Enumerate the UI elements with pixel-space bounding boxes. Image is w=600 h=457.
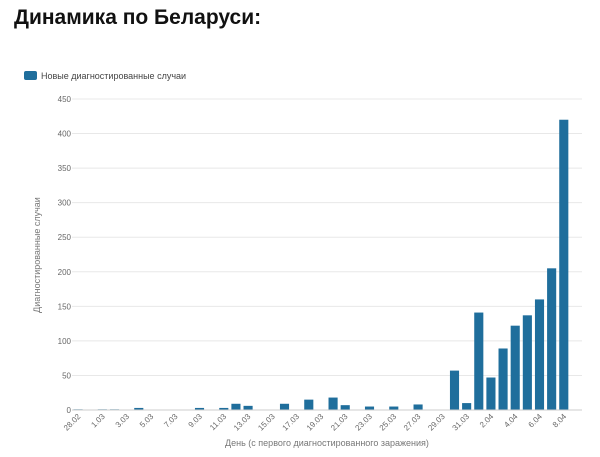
y-tick-label: 400	[58, 130, 72, 139]
bar-1.04[interactable]	[474, 312, 484, 410]
bar-25.03[interactable]	[389, 406, 399, 410]
x-tick-label: 7.03	[162, 412, 180, 430]
gridlines	[72, 98, 582, 376]
page-title: Динамика по Беларуси:	[14, 6, 262, 29]
x-tick-label: 19.03	[305, 412, 326, 433]
x-tick-label: 28.02	[62, 412, 83, 433]
x-tick-label: 6.04	[527, 412, 545, 430]
bar-4.04[interactable]	[510, 325, 520, 410]
y-tick-label: 200	[58, 268, 72, 277]
legend[interactable]: Новые диагностированные случаи	[24, 71, 186, 81]
legend-label: Новые диагностированные случаи	[41, 71, 186, 81]
bar-4.03[interactable]	[134, 407, 144, 410]
x-tick-label: 25.03	[378, 412, 399, 433]
x-tick-label: 1.03	[89, 412, 107, 430]
y-tick-label: 250	[58, 233, 72, 242]
bars	[73, 119, 569, 411]
x-tick-label: 9.03	[187, 412, 205, 430]
x-tick-label: 13.03	[232, 412, 253, 433]
x-tick-label: 5.03	[138, 412, 156, 430]
bar-21.03[interactable]	[340, 405, 350, 410]
bar-7.04[interactable]	[547, 268, 557, 410]
x-tick-label: 11.03	[208, 412, 228, 432]
bar-11.03[interactable]	[219, 407, 229, 410]
x-axis-ticks: 28.02 1.03 3.03 5.03 7.03 9.03 11.03 13.03 15.03…	[62, 412, 569, 433]
legend-swatch	[24, 71, 37, 80]
x-tick-label: 23.03	[353, 412, 374, 433]
bar-2.04[interactable]	[486, 377, 496, 410]
x-tick-label: 21.03	[329, 412, 350, 433]
y-tick-label: 100	[58, 337, 72, 346]
bar-23.03[interactable]	[364, 406, 375, 410]
x-tick-label: 3.03	[114, 412, 132, 430]
x-tick-label: 15.03	[256, 412, 277, 433]
bar-16.03[interactable]	[279, 403, 290, 410]
bar-5.04[interactable]	[522, 315, 532, 410]
bar-6.04[interactable]	[534, 299, 545, 410]
bar-30.03[interactable]	[449, 370, 460, 410]
bar-20.03[interactable]	[328, 397, 338, 410]
bar-12.03[interactable]	[231, 403, 241, 410]
x-tick-label: 27.03	[402, 412, 423, 433]
y-axis-ticks: 0 50 100 150 200 250 300 350 400 450	[58, 95, 72, 415]
y-tick-label: 450	[58, 95, 72, 104]
x-tick-label: 31.03	[451, 412, 472, 433]
bar-3.04[interactable]	[498, 348, 508, 410]
x-tick-label: 17.03	[281, 412, 302, 433]
bar-31.03[interactable]	[462, 403, 472, 410]
bar-13.03[interactable]	[243, 405, 253, 410]
y-tick-label: 350	[58, 164, 72, 173]
bar-9.03[interactable]	[194, 407, 205, 410]
x-tick-label: 2.04	[478, 412, 496, 430]
x-axis-label: День (с первого диагностированного зараж…	[225, 438, 429, 448]
x-tick-label: 29.03	[426, 412, 447, 433]
x-tick-label: 4.04	[502, 412, 520, 430]
y-axis-label: Диагностированные случаи	[32, 197, 42, 313]
bar-8.04[interactable]	[559, 119, 569, 410]
x-tick-label: 8.04	[551, 412, 569, 430]
bar-18.03[interactable]	[304, 399, 314, 410]
y-tick-label: 0	[67, 406, 72, 415]
y-tick-label: 150	[58, 302, 72, 311]
bar-27.03[interactable]	[413, 404, 423, 410]
y-tick-label: 50	[62, 371, 71, 380]
y-tick-label: 300	[58, 199, 72, 208]
